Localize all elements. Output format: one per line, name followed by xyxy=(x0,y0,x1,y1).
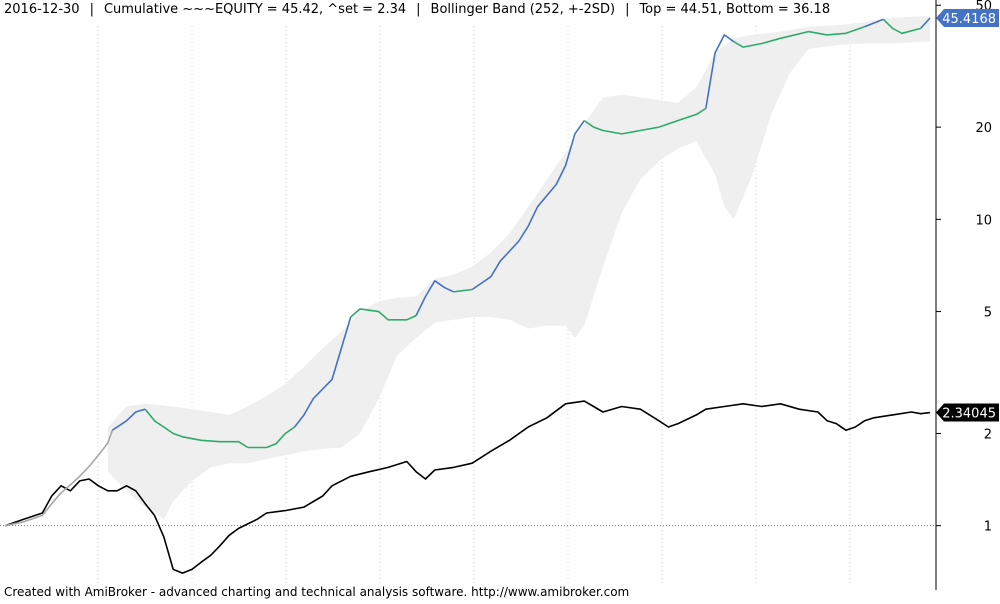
equity-line-segment xyxy=(583,107,707,135)
bollinger-band-layer xyxy=(107,16,931,520)
equity-line-segment xyxy=(920,17,931,29)
equity-line-segment xyxy=(864,18,884,28)
equity-line-segment xyxy=(144,408,249,449)
equity-line-segment xyxy=(453,288,473,293)
set-last-value-tag-bg xyxy=(936,403,999,422)
equity-last-value-tag: 45.4168 xyxy=(942,12,996,27)
header-separator: | xyxy=(89,2,94,17)
set-last-value-tag: 2.34045 xyxy=(942,407,996,422)
header-top-bottom: Top = 44.51, Bottom = 36.18 xyxy=(639,2,831,17)
y-tick-label: 5 xyxy=(984,306,992,321)
equity-line-segment xyxy=(882,18,921,35)
header-cumulative: Cumulative ~~~EQUITY = 45.42, ^set = 2.3… xyxy=(103,2,407,17)
equity-line-segment xyxy=(350,308,417,321)
set-benchmark-line xyxy=(4,400,931,574)
equity-line-segment xyxy=(415,279,454,316)
chart-footer-credit: Created with AmiBroker - advanced charti… xyxy=(4,585,630,599)
equity-line-segment xyxy=(4,429,114,527)
equity-last-value-tag-bg xyxy=(936,9,999,28)
equity-line-segment xyxy=(705,34,735,109)
equity-line-segment xyxy=(471,120,585,291)
equity-line-segment xyxy=(733,26,865,48)
header-separator: | xyxy=(416,2,421,17)
equity-line-segment xyxy=(111,408,146,431)
header-bollinger: Bollinger Band (252, +-2SD) xyxy=(430,2,616,17)
y-tick-label: 20 xyxy=(975,121,992,136)
chart-header: 2016-12-30 | Cumulative ~~~EQUITY = 45.42,… xyxy=(4,2,830,17)
equity-line-segment xyxy=(247,426,296,449)
last-value-tags: 45.4168 2.34045 xyxy=(936,9,999,422)
y-tick-label: 2 xyxy=(984,427,992,442)
equity-line-segment xyxy=(293,316,352,428)
header-date: 2016-12-30 xyxy=(4,2,80,17)
series-layer xyxy=(4,17,931,574)
y-tick-label: 10 xyxy=(975,213,992,228)
bollinger-band xyxy=(107,16,931,520)
y-tick-label: 1 xyxy=(984,520,992,535)
header-separator: | xyxy=(625,2,630,17)
